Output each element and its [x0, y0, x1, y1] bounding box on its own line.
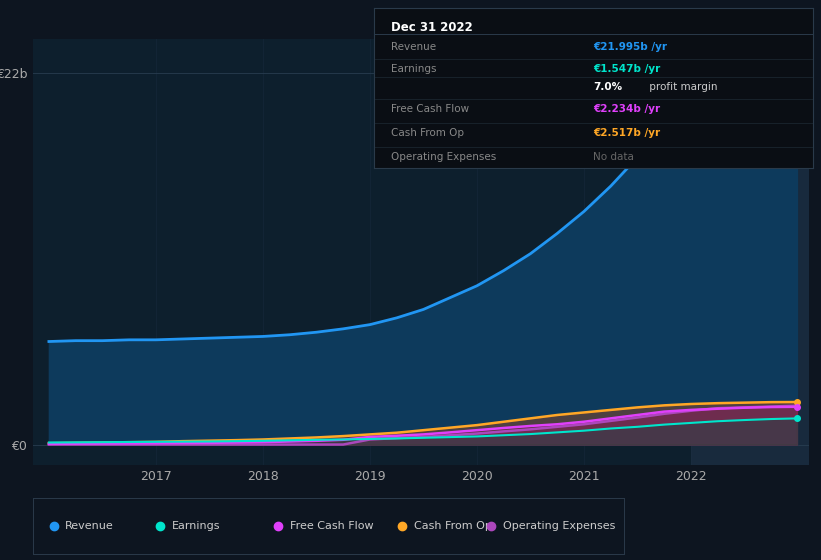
Text: €21.995b /yr: €21.995b /yr	[594, 41, 667, 52]
Text: No data: No data	[594, 152, 634, 162]
Text: profit margin: profit margin	[646, 82, 718, 92]
Bar	[691, 39, 809, 465]
Text: 7.0%: 7.0%	[594, 82, 622, 92]
Text: Cash From Op: Cash From Op	[391, 128, 464, 138]
Text: Earnings: Earnings	[172, 521, 220, 531]
Text: €2.517b /yr: €2.517b /yr	[594, 128, 660, 138]
Text: €1.547b /yr: €1.547b /yr	[594, 64, 660, 74]
Text: €2.234b /yr: €2.234b /yr	[594, 104, 660, 114]
Text: Revenue: Revenue	[391, 41, 436, 52]
Text: Free Cash Flow: Free Cash Flow	[391, 104, 470, 114]
Text: Cash From Op: Cash From Op	[414, 521, 492, 531]
Text: Dec 31 2022: Dec 31 2022	[391, 21, 473, 34]
Text: Operating Expenses: Operating Expenses	[391, 152, 497, 162]
Text: Operating Expenses: Operating Expenses	[502, 521, 615, 531]
Text: Free Cash Flow: Free Cash Flow	[290, 521, 374, 531]
Text: Earnings: Earnings	[391, 64, 437, 74]
Text: Revenue: Revenue	[66, 521, 114, 531]
